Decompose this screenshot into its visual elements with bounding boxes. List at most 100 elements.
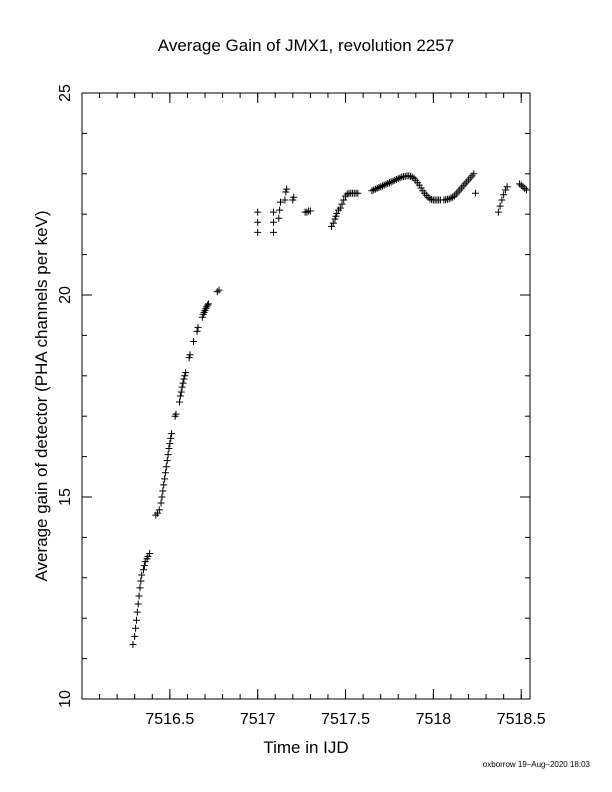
data-point — [494, 208, 502, 216]
data-point — [193, 327, 201, 335]
data-point — [275, 214, 283, 222]
y-tick-label: 15 — [57, 488, 74, 506]
data-point — [176, 398, 184, 406]
data-point — [375, 184, 383, 192]
data-point — [329, 219, 337, 227]
data-point — [306, 207, 314, 215]
data-point — [392, 175, 400, 183]
data-point — [140, 562, 148, 570]
data-point — [254, 228, 262, 236]
data-point — [137, 577, 145, 585]
data-point — [129, 640, 137, 648]
data-point — [172, 410, 180, 418]
y-tick-label: 25 — [57, 84, 74, 102]
data-point — [162, 463, 170, 471]
data-point — [394, 175, 402, 183]
data-point — [179, 379, 187, 387]
data-point — [522, 186, 530, 194]
data-point — [496, 202, 504, 210]
data-point — [281, 196, 289, 204]
y-tick-label: 10 — [57, 690, 74, 708]
data-point — [168, 430, 176, 438]
data-point — [424, 193, 432, 201]
data-point — [161, 469, 169, 477]
data-point — [134, 600, 142, 608]
data-point — [180, 375, 188, 383]
y-tick-label: 20 — [57, 286, 74, 304]
footer-credit: oxborrow 19–Aug–2020 18:03 — [482, 760, 590, 769]
data-point — [135, 592, 143, 600]
data-point — [389, 177, 397, 185]
data-point — [254, 218, 262, 226]
data-point — [277, 198, 285, 206]
data-point — [517, 181, 525, 189]
data-point — [515, 180, 523, 188]
data-point — [181, 372, 189, 380]
plot-frame — [81, 92, 531, 700]
data-point — [155, 506, 163, 514]
data-point — [166, 440, 174, 448]
data-point — [204, 301, 212, 309]
data-point — [503, 183, 511, 191]
data-point — [521, 184, 529, 192]
x-tick-label: 7518 — [416, 711, 452, 728]
data-point — [519, 183, 527, 191]
data-point — [354, 189, 362, 197]
data-point — [132, 616, 140, 624]
data-point — [391, 176, 399, 184]
data-point — [176, 392, 184, 400]
data-point — [380, 181, 388, 189]
data-point — [190, 337, 198, 345]
data-point — [327, 222, 335, 230]
x-tick-label: 7517 — [240, 711, 276, 728]
data-point — [447, 194, 455, 202]
data-point — [385, 179, 393, 187]
data-point — [377, 183, 385, 191]
data-point — [449, 193, 457, 201]
y-axis-label: Average gain of detector (PHA channels p… — [32, 210, 51, 582]
data-point — [387, 178, 395, 186]
x-axis-label: Time in IJD — [263, 738, 349, 757]
data-point — [133, 608, 141, 616]
data-point — [343, 190, 351, 198]
data-point — [177, 388, 185, 396]
data-point — [371, 185, 379, 193]
data-point — [136, 584, 144, 592]
data-point — [160, 481, 168, 489]
data-point — [340, 196, 348, 204]
data-point — [368, 187, 376, 195]
data-point — [333, 209, 341, 217]
data-point — [164, 451, 172, 459]
data-point — [165, 445, 173, 453]
data-point — [131, 632, 139, 640]
data-point — [202, 304, 210, 312]
data-point — [161, 475, 169, 483]
data-point — [408, 173, 416, 181]
data-point — [501, 186, 509, 194]
data-point — [378, 182, 386, 190]
data-point — [382, 180, 390, 188]
data-point — [269, 218, 277, 226]
y-axis-ticks: 10 15 20 25 — [57, 84, 530, 708]
data-point — [290, 193, 298, 201]
data-point — [163, 457, 171, 465]
data-point — [182, 369, 190, 377]
x-tick-label: 7517.5 — [321, 711, 370, 728]
data-point — [336, 204, 344, 212]
data-point — [426, 195, 434, 203]
data-point — [154, 509, 162, 517]
chart-title: Average Gain of JMX1, revolution 2257 — [157, 36, 455, 55]
data-point — [269, 208, 277, 216]
data-point — [338, 200, 346, 208]
data-point — [158, 493, 166, 501]
data-point — [500, 191, 508, 199]
data-point — [139, 566, 147, 574]
data-point — [370, 186, 378, 194]
data-point — [146, 550, 154, 558]
data-point — [396, 174, 404, 182]
data-point — [159, 487, 167, 495]
data-point — [254, 208, 262, 216]
x-tick-label: 7516.5 — [145, 711, 194, 728]
data-point — [178, 383, 186, 391]
